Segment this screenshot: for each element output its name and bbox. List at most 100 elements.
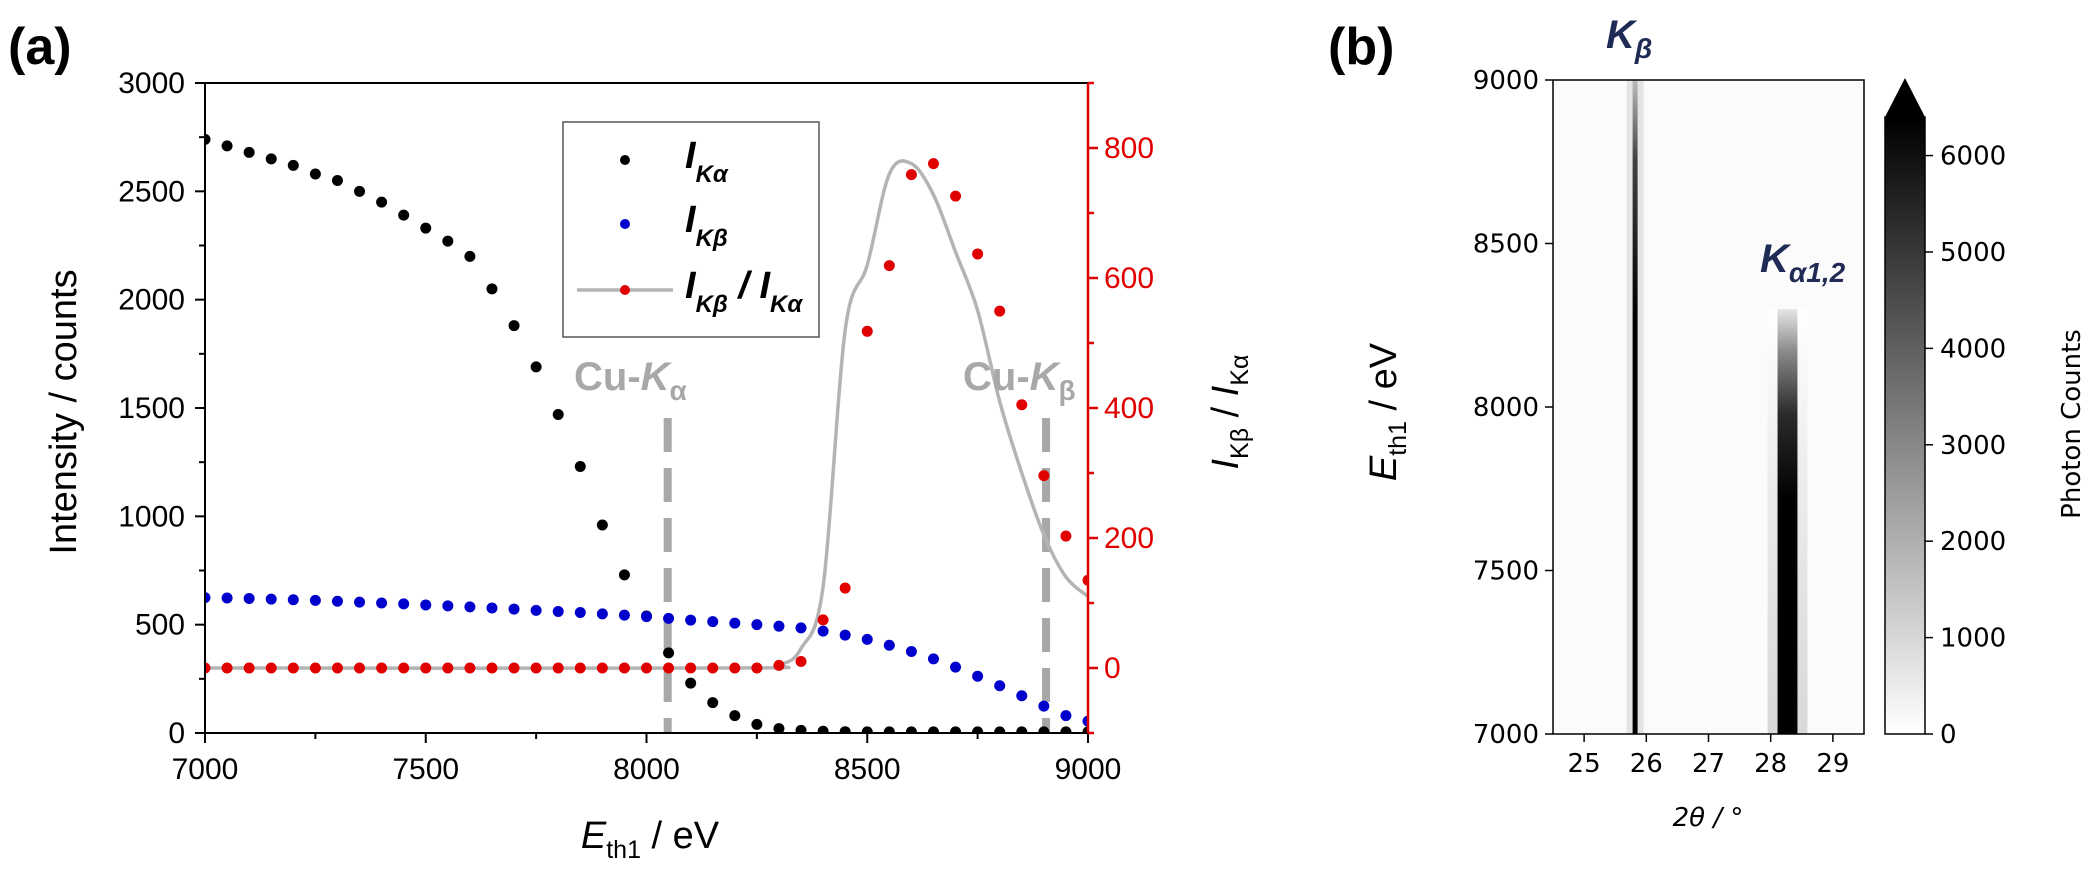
colorbar-label: Photon Counts (2057, 329, 2087, 519)
kalpha-point (331, 175, 343, 186)
ratio-point (221, 662, 233, 674)
ratio-point (574, 662, 586, 674)
colorbar-tick-label: 2000 (1940, 527, 2006, 557)
y-tick-label: 500 (135, 609, 185, 642)
kalpha-point (729, 710, 741, 722)
cu-line-markers (663, 418, 1051, 733)
kbeta-point (1016, 690, 1028, 702)
heatmap-x-axis-title: 2θ / ° (1673, 803, 1744, 833)
kalpha-point (861, 726, 873, 733)
kbeta-point (508, 603, 520, 615)
kalpha-point (464, 250, 476, 262)
kbeta-point (243, 592, 255, 604)
kbeta-point (994, 680, 1006, 692)
x-tick-label: 7500 (392, 753, 459, 786)
kalpha-point (751, 718, 763, 730)
ratio-point (486, 662, 498, 674)
kbeta-point (398, 598, 410, 610)
kbeta-point (883, 639, 895, 651)
kalpha-peak-label: Kα1,2 (1760, 237, 1846, 288)
legend-box (562, 121, 820, 338)
kbeta-point (486, 602, 498, 614)
kbeta-point (331, 595, 343, 607)
ratio-point (861, 325, 873, 337)
kbeta-point (707, 616, 719, 628)
ratio-point (442, 662, 454, 674)
kbeta-point (641, 611, 652, 623)
legend-label-kalpha: IKα (685, 135, 729, 188)
ratio-point (707, 662, 719, 674)
colorbar-tick-label: 1000 (1940, 624, 2006, 654)
ratio-point (950, 190, 962, 202)
kalpha-point (376, 196, 388, 208)
kbeta-line (1632, 80, 1638, 734)
x-tick-label: 8500 (834, 753, 901, 786)
colorbar-gradient (1884, 116, 1926, 735)
kalpha-point (1060, 726, 1072, 733)
kbeta-point (309, 594, 321, 606)
scatter-points (205, 133, 1088, 733)
kbeta-peak-label: Kβ (1606, 13, 1652, 64)
ratio-point (927, 158, 939, 170)
kbeta-point (685, 614, 697, 626)
y-tick-label: 2500 (118, 175, 185, 208)
y-axis-title: Intensity / counts (43, 269, 85, 554)
y-right-tick-label: 0 (1104, 652, 1121, 685)
heatmap-lines (1626, 80, 1808, 734)
kbeta-point (751, 619, 763, 631)
y-right-tick-label: 200 (1104, 522, 1154, 555)
ratio-point (641, 662, 652, 674)
kbeta-point (839, 629, 851, 641)
ratio-point (376, 662, 388, 674)
heatmap-x-tick-label: 29 (1816, 749, 1849, 779)
legend: IKα IKβ IKβ / IKα (562, 121, 820, 338)
kbeta-point (221, 592, 233, 604)
kalpha-point (287, 159, 299, 171)
y-tick-label: 2000 (118, 284, 185, 317)
kbeta-point (265, 593, 277, 605)
ratio-point (265, 662, 277, 674)
y-axis-right-title: IKβ / IKα (1205, 354, 1254, 469)
cu-kbeta-annotation: Cu-Kβ (963, 355, 1076, 406)
kbeta-point (574, 607, 586, 619)
kalpha-point (552, 409, 564, 420)
ratio-point (243, 662, 255, 674)
kalpha-point (309, 168, 321, 180)
heatmap-y-tick-label: 8500 (1473, 230, 1539, 260)
kbeta-point (205, 592, 211, 604)
y-tick-label: 1000 (118, 500, 185, 533)
heatmap-y-axis-title: Eth1 / eV (1363, 342, 1412, 481)
ratio-point (420, 662, 432, 674)
ratio-point (354, 662, 366, 674)
kalpha-point (486, 283, 498, 295)
kalpha-point (883, 726, 895, 733)
colorbar-tick-label: 3000 (1940, 431, 2006, 461)
kbeta-point (950, 661, 962, 673)
kalpha-point (530, 361, 542, 373)
kbeta-point (905, 646, 917, 658)
ratio-point (1082, 574, 1088, 586)
ratio-point (839, 582, 851, 594)
kalpha-point (596, 519, 608, 531)
y-tick-label: 0 (168, 717, 185, 750)
x-tick-label: 7000 (172, 753, 239, 786)
ratio-point (1016, 399, 1028, 411)
ratio-point (205, 662, 211, 674)
colorbar-tick-label: 0 (1940, 720, 1957, 750)
kalpha-point (950, 726, 962, 733)
kalpha-point (685, 677, 697, 689)
ratio-point (508, 662, 520, 674)
heatmap-x-tick-label: 26 (1630, 749, 1663, 779)
ratio-fit-line (205, 159, 1088, 670)
kbeta-point (1038, 700, 1050, 712)
ratio-point (795, 656, 807, 667)
kalpha-point (927, 726, 939, 733)
ratio-point (309, 662, 321, 674)
legend-label-kbeta: IKβ (685, 199, 728, 252)
kbeta-point (596, 608, 608, 620)
kbeta-point (1060, 710, 1072, 722)
heatmap-background (1553, 80, 1864, 734)
ratio-point (729, 662, 741, 674)
kalpha-point (1016, 726, 1028, 733)
colorbar: 0 1000 2000 3000 4000 5000 6000 Photon Counts (1884, 78, 2087, 750)
